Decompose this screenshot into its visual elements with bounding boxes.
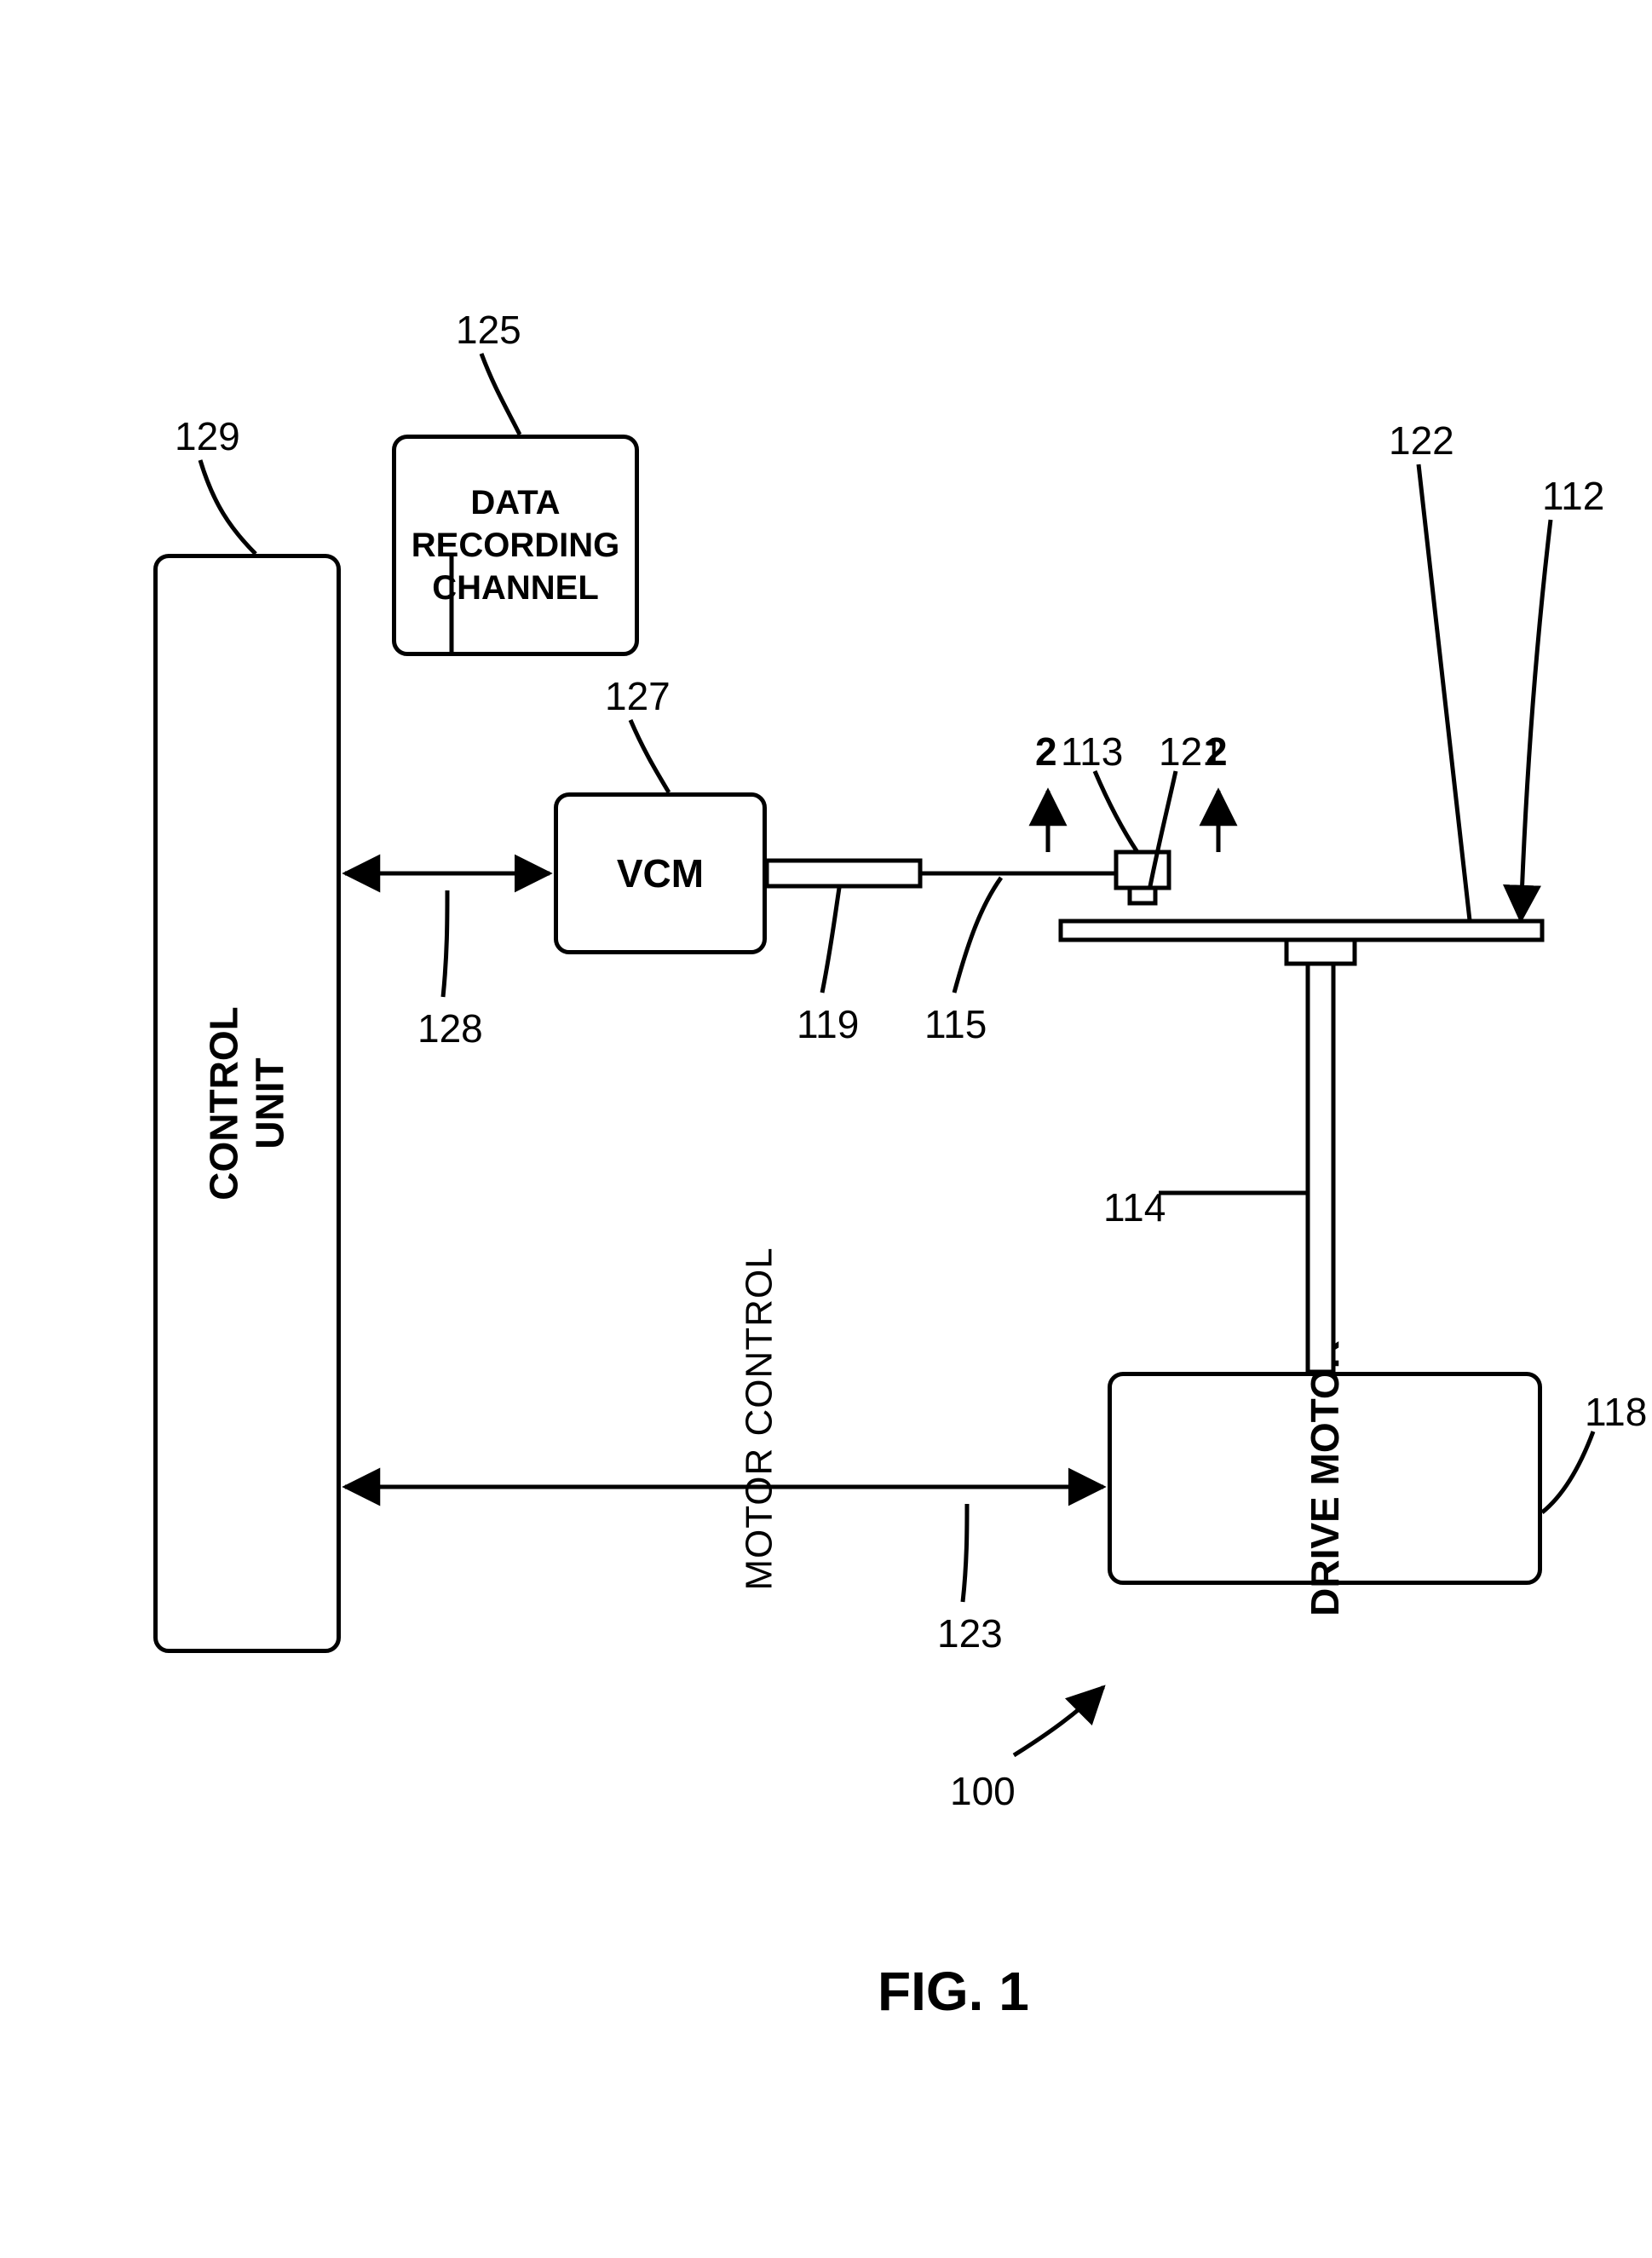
ref-123: 123 xyxy=(937,1610,1003,1656)
ref-125: 125 xyxy=(456,307,521,353)
drive-motor-box: DRIVE MOTOR xyxy=(1108,1372,1542,1585)
drive-motor-label: DRIVE MOTOR xyxy=(1302,1340,1348,1616)
section-mark-right-label: 2 xyxy=(1206,729,1228,775)
data-recording-channel-box: DATA RECORDING CHANNEL xyxy=(392,435,639,656)
ref-115: 115 xyxy=(924,1001,987,1047)
ref-113: 113 xyxy=(1061,729,1123,775)
vcm-label: VCM xyxy=(617,850,704,896)
figure-caption: FIG. 1 xyxy=(878,1960,1029,2023)
ref-112: 112 xyxy=(1542,473,1604,519)
ref-114: 114 xyxy=(1103,1184,1166,1230)
control-unit-box: CONTROL UNIT xyxy=(153,554,341,1653)
ref-119: 119 xyxy=(797,1001,859,1047)
section-mark-left-label: 2 xyxy=(1035,729,1057,775)
ref-122: 122 xyxy=(1389,418,1454,464)
ref-129: 129 xyxy=(175,413,240,459)
data-recording-channel-label: DATA RECORDING CHANNEL xyxy=(412,481,619,609)
ref-127: 127 xyxy=(605,673,671,719)
motor-control-label: MOTOR CONTROL xyxy=(739,1247,781,1590)
ref-128: 128 xyxy=(417,1005,483,1051)
vcm-box: VCM xyxy=(554,792,767,954)
ref-118: 118 xyxy=(1585,1389,1647,1435)
ref-100: 100 xyxy=(950,1768,1016,1814)
control-unit-label: CONTROL UNIT xyxy=(201,1006,293,1200)
